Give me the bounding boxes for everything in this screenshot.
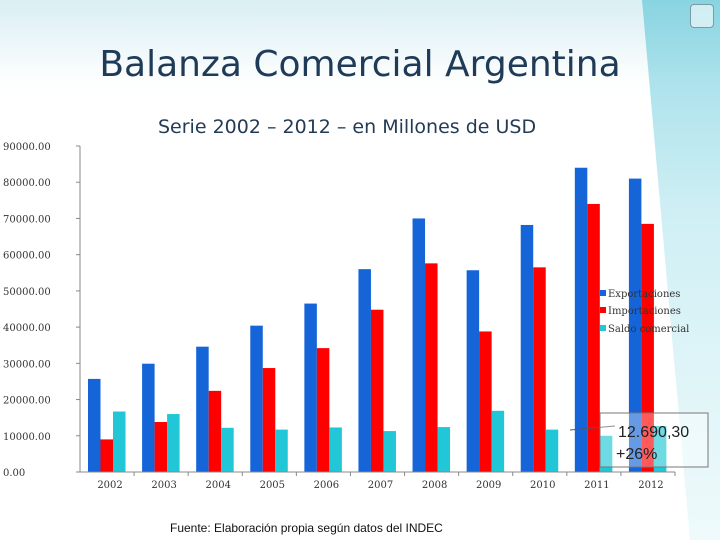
legend: Exportaciones Importaciones Saldo comercia… xyxy=(600,289,689,335)
bar-exportaciones-2005 xyxy=(250,325,263,472)
bar-exportaciones-2002 xyxy=(88,378,101,472)
bar-exportaciones-2009 xyxy=(466,270,480,472)
y-tick-label: 20000.00 xyxy=(3,396,51,407)
annotation-box xyxy=(599,412,709,468)
y-tick-label: 90000.00 xyxy=(3,142,51,153)
y-tick-label: 60000.00 xyxy=(3,251,51,262)
bar-importaciones-2003 xyxy=(154,422,168,472)
annotation-value: 12.690,30 xyxy=(618,424,689,441)
bar-importaciones-2009 xyxy=(479,331,492,472)
corner-decoration-icon xyxy=(690,4,714,28)
bar-exportaciones-2003 xyxy=(142,363,155,472)
x-tick-label: 2009 xyxy=(476,480,501,491)
x-tick-label: 2006 xyxy=(314,480,339,491)
bar-saldo-comercial-2002 xyxy=(113,411,126,472)
bar-saldo-comercial-2008 xyxy=(437,427,451,472)
bar-saldo-comercial-2009 xyxy=(491,410,505,472)
x-tick-label: 2003 xyxy=(151,480,176,491)
bar-exportaciones-2004 xyxy=(196,346,209,472)
bar-importaciones-2007 xyxy=(370,309,384,472)
bar-exportaciones-2007 xyxy=(358,269,371,472)
y-tick-label: 70000.00 xyxy=(3,214,51,225)
annotation-leader-line xyxy=(569,425,616,431)
x-tick-label: 2011 xyxy=(584,480,609,491)
bars-layer xyxy=(88,167,667,472)
legend-swatch xyxy=(600,290,606,296)
legend-label: Importaciones xyxy=(608,306,681,317)
bar-importaciones-2004 xyxy=(208,390,222,472)
x-tick-label: 2005 xyxy=(260,480,285,491)
x-tick-label: 2010 xyxy=(530,480,555,491)
bar-importaciones-2011 xyxy=(587,203,600,472)
x-tick-label: 2007 xyxy=(368,480,393,491)
y-tick-label: 0.00 xyxy=(3,468,25,479)
legend-label: Exportaciones xyxy=(608,289,680,300)
x-tick-label: 2002 xyxy=(97,480,122,491)
decorative-top-band xyxy=(0,0,720,80)
bar-exportaciones-2012 xyxy=(628,178,642,472)
annotation: 12.690,30 +26% xyxy=(569,412,709,468)
bar-exportaciones-2008 xyxy=(412,218,426,472)
bar-saldo-comercial-2003 xyxy=(167,414,180,472)
bar-saldo-comercial-2010 xyxy=(545,429,559,472)
bar-importaciones-2008 xyxy=(425,263,438,472)
x-tick-label: 2012 xyxy=(638,480,663,491)
y-tick-label: 80000.00 xyxy=(3,178,51,189)
source-note: Fuente: Elaboración propia según datos d… xyxy=(170,521,443,535)
bar-exportaciones-2010 xyxy=(520,224,534,472)
bar-saldo-comercial-2004 xyxy=(221,427,234,472)
y-tick-label: 50000.00 xyxy=(3,287,51,298)
y-axis: 0.00 10000.00 20000.00 30000.00 40000.00 5000… xyxy=(3,142,81,479)
x-tick-label: 2008 xyxy=(422,480,447,491)
bar-exportaciones-2006 xyxy=(304,303,317,472)
annotation-percent: +26% xyxy=(616,446,657,463)
bar-saldo-comercial-2005 xyxy=(275,429,288,472)
bar-saldo-comercial-2011 xyxy=(599,435,613,472)
bar-exportaciones-2011 xyxy=(574,167,588,472)
bar-importaciones-2005 xyxy=(262,368,276,472)
x-tick-label: 2004 xyxy=(206,480,231,491)
x-axis: 2002 2003 2004 2005 2006 2007 2008 2009 2010 2011… xyxy=(80,471,676,491)
bar-importaciones-2006 xyxy=(316,348,330,472)
legend-swatch xyxy=(600,307,606,313)
bar-importaciones-2010 xyxy=(533,267,546,472)
y-tick-label: 40000.00 xyxy=(3,323,51,334)
slide-title: Balanza Comercial Argentina xyxy=(99,44,621,85)
chart-subtitle: Serie 2002 – 2012 – en Millones de USD xyxy=(158,116,537,138)
y-tick-label: 30000.00 xyxy=(3,359,51,370)
bar-importaciones-2002 xyxy=(100,439,113,472)
bar-saldo-comercial-2006 xyxy=(329,427,342,472)
legend-label: Saldo comercial xyxy=(608,324,689,335)
bar-saldo-comercial-2012 xyxy=(653,425,667,472)
bar-saldo-comercial-2007 xyxy=(383,431,396,472)
bar-importaciones-2012 xyxy=(641,223,654,472)
y-tick-label: 10000.00 xyxy=(3,432,51,443)
legend-swatch xyxy=(600,325,606,331)
